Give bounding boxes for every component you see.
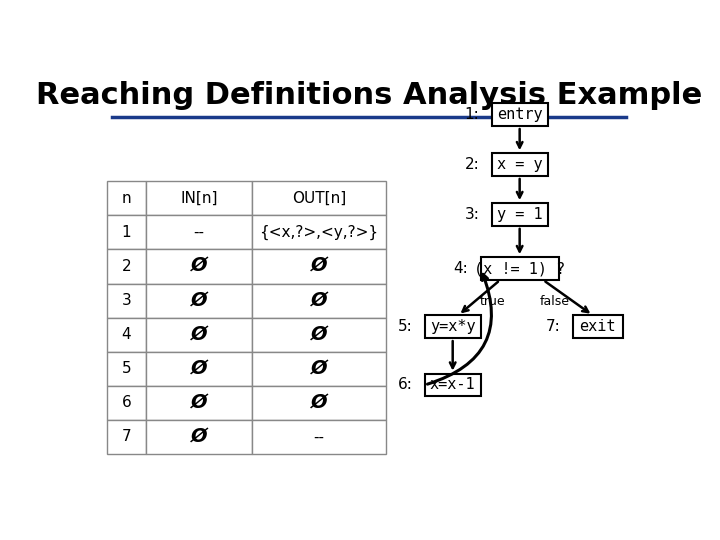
Text: Ø: Ø bbox=[191, 393, 207, 413]
Bar bbox=[252, 284, 386, 318]
FancyBboxPatch shape bbox=[425, 315, 481, 338]
Text: true: true bbox=[480, 294, 505, 307]
Text: Ø: Ø bbox=[191, 359, 207, 378]
Text: exit: exit bbox=[580, 319, 616, 334]
Text: false: false bbox=[540, 294, 570, 307]
Text: y=x*y: y=x*y bbox=[430, 319, 475, 334]
Bar bbox=[145, 284, 252, 318]
Bar bbox=[107, 420, 145, 454]
Text: Ø: Ø bbox=[310, 257, 327, 276]
Text: 1: 1 bbox=[122, 225, 131, 240]
Bar bbox=[252, 318, 386, 352]
Bar bbox=[107, 352, 145, 386]
Text: Ø: Ø bbox=[191, 428, 207, 447]
Bar bbox=[107, 284, 145, 318]
Text: OUT[n]: OUT[n] bbox=[292, 191, 346, 206]
Text: (x != 1) ?: (x != 1) ? bbox=[474, 261, 565, 276]
Text: --: -- bbox=[313, 429, 324, 444]
Bar bbox=[145, 215, 252, 249]
Text: Ø: Ø bbox=[191, 325, 207, 344]
FancyBboxPatch shape bbox=[425, 374, 481, 396]
Text: IN[n]: IN[n] bbox=[180, 191, 217, 206]
Text: x=x-1: x=x-1 bbox=[430, 377, 475, 393]
FancyBboxPatch shape bbox=[492, 203, 547, 226]
FancyBboxPatch shape bbox=[481, 257, 559, 280]
Text: Reaching Definitions Analysis Example: Reaching Definitions Analysis Example bbox=[36, 82, 702, 111]
Text: 7:: 7: bbox=[546, 319, 560, 334]
Text: Ø: Ø bbox=[191, 291, 207, 310]
Bar bbox=[145, 318, 252, 352]
Bar bbox=[252, 181, 386, 215]
Bar bbox=[107, 318, 145, 352]
Bar bbox=[107, 215, 145, 249]
Bar bbox=[107, 386, 145, 420]
Bar bbox=[145, 386, 252, 420]
Text: 5:: 5: bbox=[397, 319, 413, 334]
Text: 4: 4 bbox=[122, 327, 131, 342]
Bar bbox=[252, 420, 386, 454]
Text: 2: 2 bbox=[122, 259, 131, 274]
Text: 4:: 4: bbox=[454, 261, 468, 276]
Text: 1:: 1: bbox=[464, 107, 480, 122]
Text: 7: 7 bbox=[122, 429, 131, 444]
Text: y = 1: y = 1 bbox=[497, 207, 542, 222]
Text: Ø: Ø bbox=[310, 325, 327, 344]
Bar bbox=[145, 420, 252, 454]
Bar bbox=[252, 352, 386, 386]
Text: --: -- bbox=[193, 225, 204, 240]
Text: n: n bbox=[122, 191, 131, 206]
Bar bbox=[145, 352, 252, 386]
Text: {<x,?>,<y,?>}: {<x,?>,<y,?>} bbox=[259, 225, 378, 240]
Bar bbox=[252, 386, 386, 420]
FancyBboxPatch shape bbox=[492, 153, 547, 176]
Text: 5: 5 bbox=[122, 361, 131, 376]
Bar bbox=[145, 249, 252, 284]
Text: Ø: Ø bbox=[191, 257, 207, 276]
Text: Ø: Ø bbox=[310, 359, 327, 378]
Bar bbox=[107, 249, 145, 284]
FancyBboxPatch shape bbox=[572, 315, 623, 338]
Bar bbox=[252, 215, 386, 249]
Text: 3:: 3: bbox=[464, 207, 480, 222]
FancyBboxPatch shape bbox=[492, 103, 547, 126]
Text: 6:: 6: bbox=[397, 377, 413, 393]
Text: entry: entry bbox=[497, 107, 542, 122]
Text: 3: 3 bbox=[122, 293, 131, 308]
Text: Ø: Ø bbox=[310, 393, 327, 413]
Text: Ø: Ø bbox=[310, 291, 327, 310]
Text: 2:: 2: bbox=[464, 157, 480, 172]
Bar bbox=[145, 181, 252, 215]
Bar bbox=[107, 181, 145, 215]
Text: 6: 6 bbox=[122, 395, 131, 410]
Bar bbox=[252, 249, 386, 284]
Text: x = y: x = y bbox=[497, 157, 542, 172]
